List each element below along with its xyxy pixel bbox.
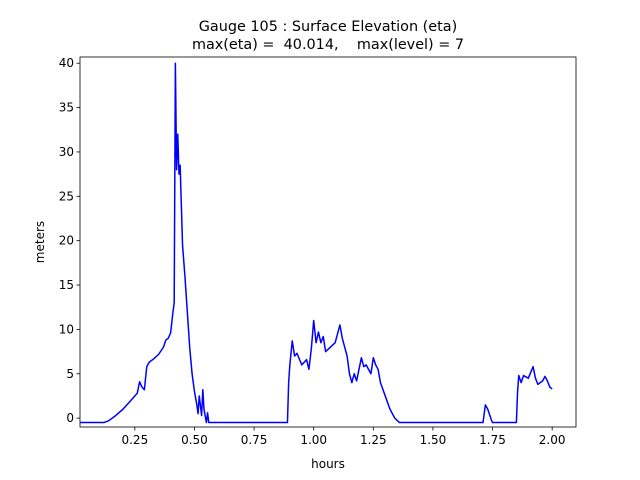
y-tick-label: 40 [59, 56, 74, 70]
x-tick-label: 0.75 [241, 433, 268, 447]
chart-title: Gauge 105 : Surface Elevation (eta) [199, 19, 457, 35]
x-tick-label: 1.00 [300, 433, 327, 447]
x-tick-label: 1.50 [420, 433, 447, 447]
x-tick-label: 1.25 [360, 433, 387, 447]
y-tick-label: 30 [59, 145, 74, 159]
x-tick-label: 1.75 [479, 433, 506, 447]
x-tick-label: 0.25 [121, 433, 148, 447]
y-tick-label: 0 [66, 411, 74, 425]
y-tick-label: 15 [59, 278, 74, 292]
y-axis-label: meters [33, 221, 47, 263]
chart-subtitle: max(eta) = 40.014, max(level) = 7 [192, 37, 464, 53]
y-tick-label: 20 [59, 234, 74, 248]
x-tick-label: 2.00 [539, 433, 566, 447]
data-line [80, 62, 553, 424]
y-tick-label: 35 [59, 101, 74, 115]
x-axis-label: hours [311, 457, 345, 471]
y-tick-label: 25 [59, 189, 74, 203]
y-tick-label: 10 [59, 322, 74, 336]
x-tick-label: 0.50 [181, 433, 208, 447]
y-tick-label: 5 [66, 367, 74, 381]
plot-frame [79, 56, 577, 428]
